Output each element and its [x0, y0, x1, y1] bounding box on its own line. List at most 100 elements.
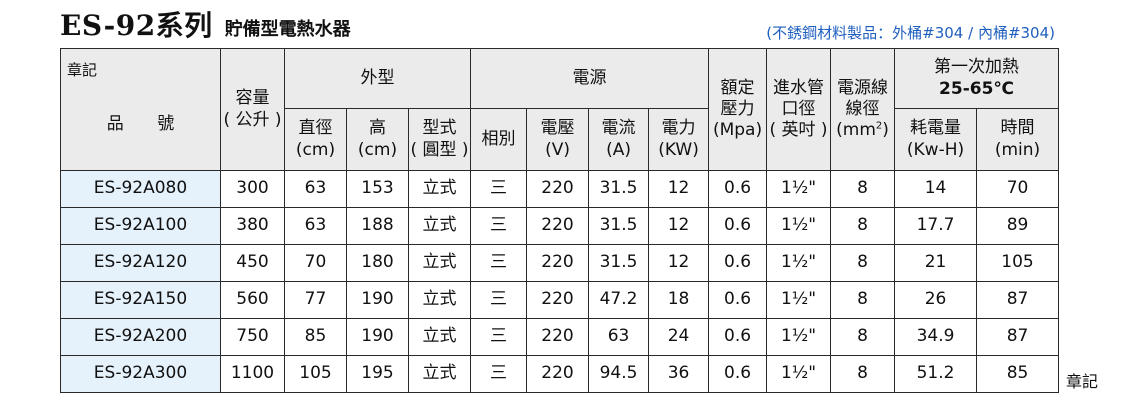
cell-height: 190: [346, 318, 409, 356]
cell-phase: 三: [470, 170, 528, 208]
header-capacity: 容量 ( 公升 ): [220, 48, 285, 171]
header-type: 型式( 圓型 ): [407, 108, 472, 171]
cell-pressure: 0.6: [708, 170, 768, 208]
header-phase: 相別: [470, 108, 528, 171]
cell-power: 12: [648, 244, 710, 282]
cell-time: 87: [976, 318, 1060, 356]
table-row: ES-92A080 300 63 153 立式三 220 31.5 12 0.6 1½" 8 14 70: [60, 170, 1060, 208]
cell-pressure: 0.6: [708, 355, 768, 393]
cell-capacity: 1100: [220, 355, 285, 393]
product-subtitle: 貯備型電熱水器: [224, 19, 351, 40]
table-row: ES-92A300 1100 105 195 立式三 220 94.5 36 0.6 1½" 8 51…: [60, 355, 1060, 393]
cell-current: 31.5: [588, 207, 650, 245]
header-inlet: 進水管 口徑 ( 英吋 ): [766, 48, 832, 171]
cell-model: ES-92A150: [60, 281, 221, 319]
cell-model: ES-92A200: [60, 318, 221, 356]
cell-inlet: 1½": [766, 207, 832, 245]
cell-time: 85: [976, 355, 1060, 393]
table-row: ES-92A120 450 70 180 立式三 220 31.5 12 0.6 1½" 8 21 10…: [60, 244, 1060, 282]
cell-height: 180: [346, 244, 409, 282]
cell-voltage: 220: [526, 207, 590, 245]
header-first-heat: 第一次加熱 25-65℃: [894, 48, 1060, 109]
table-row: ES-92A100 380 63 188 立式三 220 31.5 12 0.6 1½" 8 17.7…: [60, 207, 1060, 245]
cell-pressure: 0.6: [708, 318, 768, 356]
cell-voltage: 220: [526, 244, 590, 282]
cell-power: 12: [648, 170, 710, 208]
cell-power: 12: [648, 207, 710, 245]
header-dimensions: 外型: [283, 48, 472, 109]
page-title: ES-92系列 貯備型電熱水器: [60, 4, 351, 42]
cell-phase: 三: [470, 355, 528, 393]
cell-energy: 34.9: [894, 318, 978, 356]
spec-table: 章記 品 號 容量 ( 公升 ) 外型 電源 額定 壓力 (Mpa) 進水管 口…: [60, 48, 1060, 393]
header-diameter: 直徑 (cm): [284, 108, 347, 171]
header-pressure: 額定 壓力 (Mpa): [708, 48, 768, 171]
cell-time: 89: [976, 207, 1060, 245]
cell-power: 24: [648, 318, 710, 356]
cell-diameter: 105: [284, 355, 347, 393]
cell-phase: 三: [470, 318, 528, 356]
cell-diameter: 63: [284, 207, 347, 245]
cell-phase: 三: [470, 244, 528, 282]
cell-type: 立式: [407, 244, 472, 282]
cell-current: 94.5: [588, 355, 650, 393]
cell-phase: 三: [470, 207, 528, 245]
header-power-source: 電源: [470, 48, 710, 109]
cell-wire: 8: [830, 355, 896, 393]
cell-model: ES-92A100: [60, 207, 221, 245]
cell-height: 188: [346, 207, 409, 245]
cell-type: 立式: [407, 318, 472, 356]
cell-time: 70: [976, 170, 1060, 208]
cell-model: ES-92A080: [60, 170, 221, 208]
cell-current: 63: [588, 318, 650, 356]
header-energy: 耗電量 (Kw-H): [894, 108, 978, 171]
header-wire: 電源線 線徑 (mm2): [830, 48, 896, 171]
cell-inlet: 1½": [766, 281, 832, 319]
cell-model: ES-92A120: [60, 244, 221, 282]
cell-type: 立式: [407, 281, 472, 319]
table-row: ES-92A150 560 77 190 立式三 220 47.2 18 0.6 1½" 8 26 87: [60, 281, 1060, 319]
cell-wire: 8: [830, 281, 896, 319]
cell-capacity: 380: [220, 207, 285, 245]
cell-energy: 17.7: [894, 207, 978, 245]
cell-pressure: 0.6: [708, 207, 768, 245]
cell-height: 195: [346, 355, 409, 393]
cell-inlet: 1½": [766, 318, 832, 356]
cell-capacity: 450: [220, 244, 285, 282]
cell-inlet: 1½": [766, 170, 832, 208]
cell-time: 87: [976, 281, 1060, 319]
header-time: 時間 (min): [976, 108, 1060, 171]
header-mark-label: 章記: [67, 61, 98, 79]
cell-energy: 51.2: [894, 355, 978, 393]
cell-energy: 14: [894, 170, 978, 208]
series-name: ES-92系列: [60, 9, 213, 42]
cell-voltage: 220: [526, 281, 590, 319]
cell-wire: 8: [830, 318, 896, 356]
cell-type: 立式: [407, 355, 472, 393]
cell-voltage: 220: [526, 318, 590, 356]
cell-energy: 21: [894, 244, 978, 282]
cell-capacity: 750: [220, 318, 285, 356]
header-power: 電力 (KW): [648, 108, 710, 171]
cell-height: 190: [346, 281, 409, 319]
cell-phase: 三: [470, 281, 528, 319]
cell-type: 立式: [407, 170, 472, 208]
cell-model: ES-92A300: [60, 355, 221, 393]
cell-wire: 8: [830, 244, 896, 282]
cell-current: 47.2: [588, 281, 650, 319]
cell-inlet: 1½": [766, 244, 832, 282]
cell-capacity: 300: [220, 170, 285, 208]
cell-power: 18: [648, 281, 710, 319]
cell-diameter: 70: [284, 244, 347, 282]
cell-wire: 8: [830, 207, 896, 245]
header-model: 章記 品 號: [60, 48, 221, 171]
material-note: (不銹鋼材料製品：外桶#304 / 內桶#304): [766, 24, 1055, 42]
cell-power: 36: [648, 355, 710, 393]
table-row: ES-92A200 750 85 190 立式三 220 63 24 0.6 1½" 8 34.9 87: [60, 318, 1060, 356]
header-current: 電流 (A): [588, 108, 650, 171]
header-height: 高 (cm): [346, 108, 409, 171]
cell-type: 立式: [407, 207, 472, 245]
cell-pressure: 0.6: [708, 244, 768, 282]
cell-energy: 26: [894, 281, 978, 319]
cell-height: 153: [346, 170, 409, 208]
